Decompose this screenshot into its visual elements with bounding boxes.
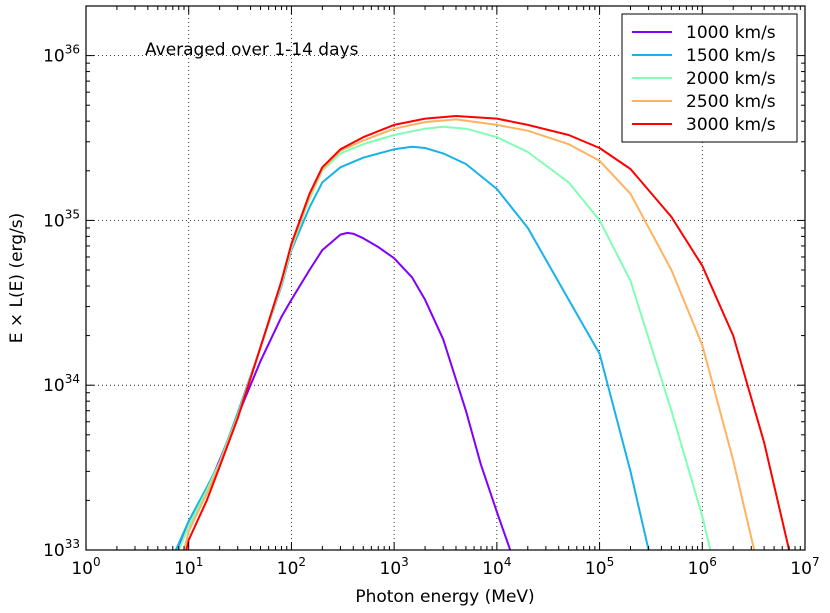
x-axis-label: Photon energy (MeV)	[355, 587, 534, 607]
x-tick-label: 107	[790, 555, 819, 579]
y-tick-label: 1034	[43, 372, 80, 396]
legend: 1000 km/s 1500 km/s 2000 km/s 2500 km/s 3000…	[621, 13, 798, 143]
legend-items: 1000 km/s 1500 km/s 2000 km/s 2500 km/s 3000…	[632, 23, 776, 135]
legend-label-3: 2500 km/s	[686, 92, 776, 112]
y-tick-label: 1033	[43, 537, 80, 561]
y-tick-label: 1035	[43, 207, 80, 231]
legend-label-2: 2000 km/s	[686, 69, 776, 89]
x-tick-label: 106	[688, 555, 717, 579]
x-tick-label: 101	[174, 555, 203, 579]
y-tick-label: 1036	[43, 43, 80, 67]
y-ticks: 1033 1034 1035 1036	[43, 5, 805, 561]
x-tick-label: 103	[380, 555, 409, 579]
chart-annotation: Averaged over 1-14 days	[145, 40, 359, 60]
x-tick-label: 105	[585, 555, 614, 579]
legend-label-1: 1500 km/s	[686, 46, 776, 66]
legend-label-0: 1000 km/s	[686, 23, 776, 43]
x-ticks: 100 101 102 103 104 105 106 107	[71, 6, 820, 579]
x-tick-label: 100	[71, 555, 100, 579]
legend-label-4: 3000 km/s	[686, 115, 776, 135]
x-tick-label: 102	[277, 555, 306, 579]
x-tick-label: 104	[482, 555, 511, 579]
y-axis-label: E × L(E) (erg/s)	[7, 213, 27, 343]
plot-frame	[85, 5, 806, 551]
series-line-4	[185, 115, 791, 551]
series-lines	[174, 115, 791, 551]
